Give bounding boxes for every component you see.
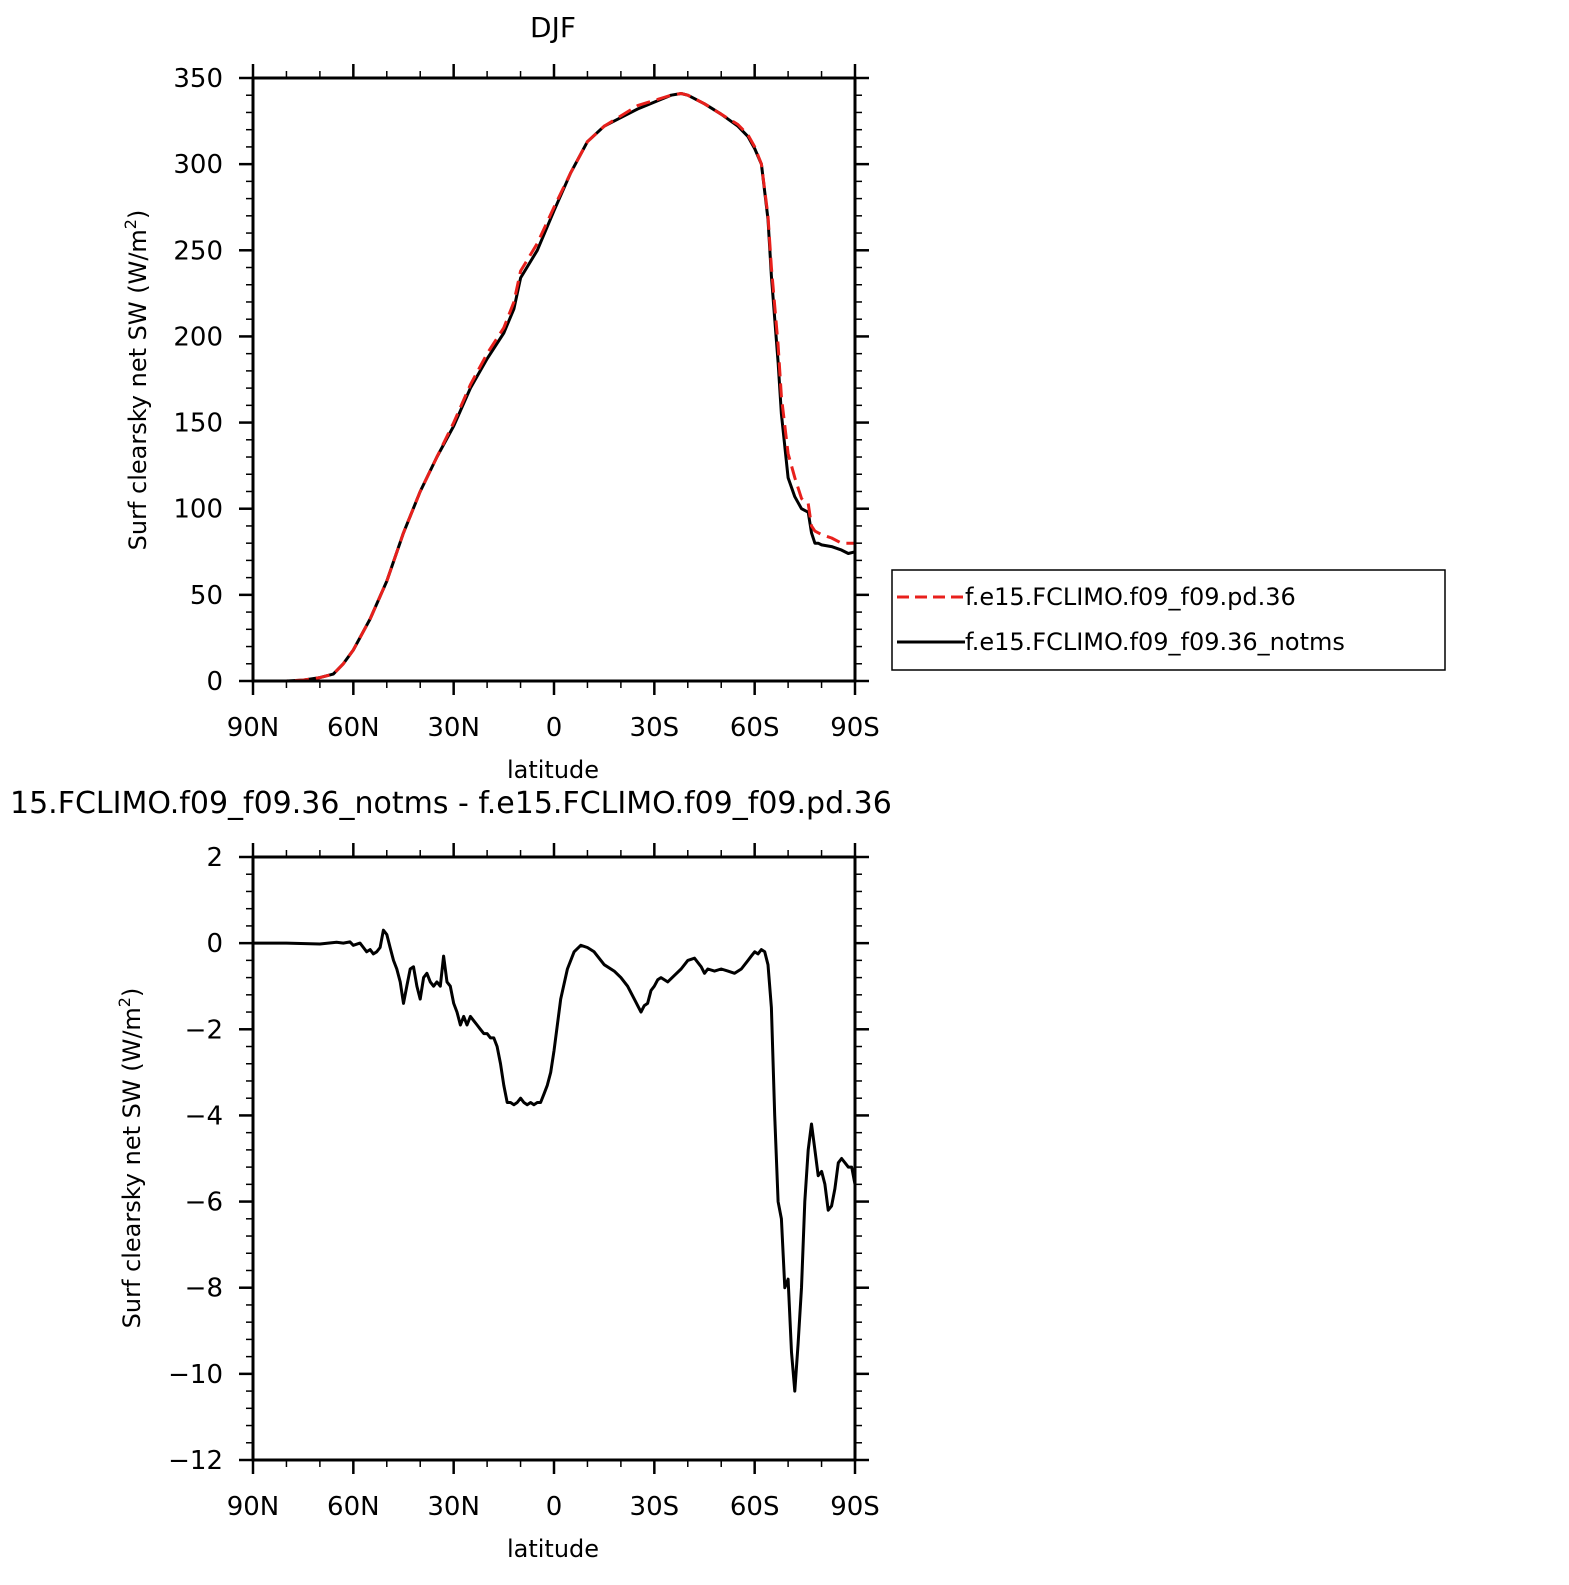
top-y-tick-label: 150 [173,409,223,439]
bottom-y-tick-label: 2 [206,843,223,873]
bottom-y-tick-label: −8 [185,1274,223,1304]
bottom-y-tick-label: −4 [185,1101,223,1131]
bottom-x-axis-label: latitude [507,1535,599,1563]
bottom-plot-frame [251,855,857,1462]
legend: f.e15.FCLIMO.f09_f09.pd.36 f.e15.FCLIMO.… [891,569,1446,671]
bottom-series-line-0 [253,928,857,1393]
bottom-x-tick-label: 0 [546,1492,563,1522]
top-y-axis-label-main: Surf clearsky net SW (W/m [124,229,152,550]
top-y-tick-label: 0 [206,667,223,697]
top-y-tick-label: 350 [173,64,223,94]
legend-label-notms: f.e15.FCLIMO.f09_f09.36_notms [965,628,1345,656]
legend-box [891,569,1446,671]
top-y-tick-label: 250 [173,236,223,266]
top-y-tick-label: 300 [173,150,223,180]
bottom-y-axis-label-end: ) [118,988,146,997]
top-panel: DJF 0 50 100 150 200 250 300 350 90N 60N 30N 0 30S 60… [121,11,880,784]
bottom-x-tick-label: 30S [630,1492,680,1522]
top-y-axis-label: Surf clearsky net SW (W/m2) [121,210,152,551]
bottom-y-tick-label: −2 [185,1015,223,1045]
bottom-x-tick-label: 60N [327,1492,380,1522]
bottom-y-tick-label: −10 [168,1360,223,1390]
top-y-tick-label: 50 [190,581,223,611]
top-series-line-0 [253,92,855,683]
top-y-tick-label: 100 [173,495,223,525]
legend-label-pd36: f.e15.FCLIMO.f09_f09.pd.36 [965,583,1296,611]
top-y-axis-label-end: ) [124,210,152,219]
bottom-y-axis-label-sup: 2 [115,997,134,1007]
bottom-y-tick-label: 0 [206,929,223,959]
bottom-x-tick-label: 60S [730,1492,780,1522]
top-x-tick-label: 60S [730,713,780,743]
top-x-tick-label: 60N [327,713,380,743]
bottom-x-tick-label: 30N [427,1492,480,1522]
top-ticks: 0 50 100 150 200 250 300 350 90N 60N 30N 0 30S 60S 90S [173,64,880,743]
top-x-tick-label: 30S [630,713,680,743]
top-x-axis-label: latitude [507,756,599,784]
top-y-axis-label-sup: 2 [121,219,140,229]
bottom-series-lines [253,928,857,1393]
bottom-y-tick-label: −6 [185,1188,223,1218]
bottom-panel: 15.FCLIMO.f09_f09.36_notms - f.e15.FCLIM… [10,786,892,1563]
bottom-chart-title: 15.FCLIMO.f09_f09.36_notms - f.e15.FCLIM… [10,786,892,821]
top-series-lines [253,92,856,683]
bottom-y-axis-label-main: Surf clearsky net SW (W/m [118,1007,146,1328]
bottom-y-axis-label: Surf clearsky net SW (W/m2) [115,988,146,1329]
bottom-x-tick-label: 90S [830,1492,880,1522]
top-plot-frame [251,76,857,683]
top-x-tick-label: 90N [227,713,280,743]
top-y-tick-label: 200 [173,322,223,352]
top-x-tick-label: 0 [546,713,563,743]
top-chart-title: DJF [530,11,576,44]
top-x-tick-label: 30N [427,713,480,743]
bottom-y-tick-label: −12 [168,1446,223,1476]
top-x-tick-label: 90S [830,713,880,743]
bottom-x-tick-label: 90N [227,1492,280,1522]
